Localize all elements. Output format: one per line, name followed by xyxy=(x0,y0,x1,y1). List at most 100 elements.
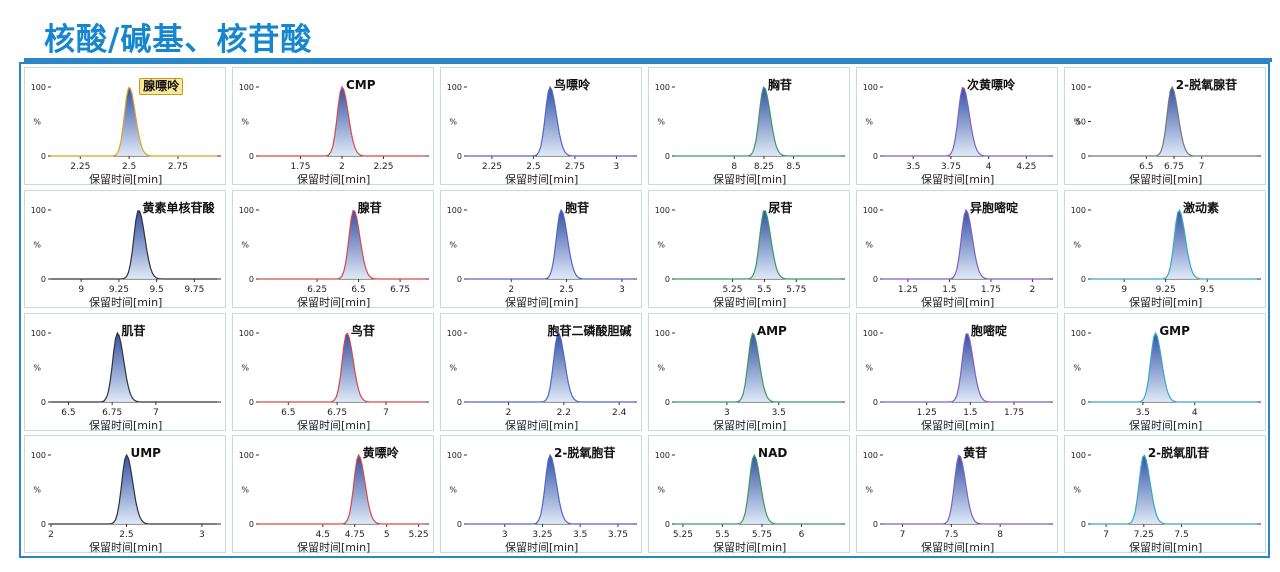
y-tick-label: 0 xyxy=(41,275,46,284)
chromatogram-panel: 0 100% 3 3.25 3.5 3.75 2-脱氧胞苷保留时间[min] xyxy=(440,435,642,554)
chromatogram-plot: 0 100% 2 2.5 3 xyxy=(31,451,221,540)
x-axis-label: 保留时间[min] xyxy=(713,173,787,186)
peak-area xyxy=(115,87,149,156)
chromatogram-panel: 0 100% 9 9.25 9.5 9.75 黄素单核苷酸 保留时间[min] xyxy=(24,190,226,309)
compound-label: 肌苷 xyxy=(121,324,146,338)
compound-label: 胞苷 xyxy=(565,201,590,215)
y-tick-label: 100 xyxy=(655,451,670,460)
chromatogram-panel: 0 100% 6.25 6.5 6.75 腺苷 保留时间[min] xyxy=(232,190,434,309)
x-tick-label: 7 xyxy=(1199,162,1205,172)
x-tick-label: 6.75 xyxy=(102,408,122,418)
x-tick-label: 6.25 xyxy=(307,285,327,295)
peak-area xyxy=(750,210,784,279)
x-tick-label: 2.5 xyxy=(119,530,133,540)
y-tick-label: 100 xyxy=(655,206,670,215)
y-tick-label: 100 xyxy=(863,329,878,338)
x-tick-label: 3.25 xyxy=(532,530,552,540)
chromatogram-panel: 0 100% 7 7.5 8 黄苷 保留时间[min] xyxy=(856,435,1058,554)
chromatogram-plot: 0 100% 3 3.25 3.5 3.75 xyxy=(447,451,637,540)
chromatogram-trace xyxy=(51,453,217,525)
chromatogram-trace xyxy=(259,209,425,280)
chromatogram-trace xyxy=(467,453,633,525)
chromatogram-plot: 0 100% 6.5 6.75 7 xyxy=(31,329,221,418)
compound-label: 2-脱氧胞苷 xyxy=(554,446,616,460)
chromatogram-plot: 0 100% 1.25 1.5 1.75 xyxy=(863,329,1053,418)
chromatogram-trace xyxy=(675,86,841,157)
x-tick-label: 5.25 xyxy=(409,530,429,540)
chromatogram-plot: 0 100% 9 9.25 9.5 9.75 xyxy=(31,206,221,295)
y-axis-label: % xyxy=(657,486,665,495)
x-tick-label: 2.75 xyxy=(168,162,188,172)
compound-label: 次黄嘌呤 xyxy=(966,78,1015,92)
chromatogram-trace xyxy=(1091,85,1257,157)
x-axis-label: 保留时间[min] xyxy=(505,296,579,309)
chromatogram-plot: 0 100% 2 2.2 2.4 xyxy=(447,329,637,418)
peak-area xyxy=(544,333,578,402)
peak-area xyxy=(949,87,983,156)
y-tick-label: 0 xyxy=(41,398,46,407)
x-axis-label: 保留时间[min] xyxy=(505,541,579,554)
y-axis-label: % xyxy=(241,486,249,495)
y-tick-label: 50 xyxy=(1076,118,1086,127)
x-tick-label: 2 xyxy=(508,285,514,295)
x-tick-label: 8.5 xyxy=(786,162,800,172)
chromatogram-panel: 0 100% 8 8.25 8.5 胸苷 保留时间[min] xyxy=(648,67,850,186)
compound-label: UMP xyxy=(130,446,161,460)
x-tick-label: 7 xyxy=(383,408,389,418)
title-underline xyxy=(24,58,1272,62)
chromatogram-plot: 0 100% 8 8.25 8.5 xyxy=(655,83,845,172)
chromatogram-plot: 0 100% 5.25 5.5 5.75 xyxy=(655,206,845,295)
x-tick-label: 2.4 xyxy=(612,408,627,418)
x-tick-label: 1.25 xyxy=(898,285,918,295)
y-tick-label: 100 xyxy=(447,206,462,215)
y-axis-label: % xyxy=(33,364,41,373)
chromatogram-panel: 0 100% 3.5 3.75 4 4.25 次黄嘌呤 保留时间[min] xyxy=(856,67,1058,186)
chromatogram-trace xyxy=(883,333,1049,403)
x-axis-label: 保留时间[min] xyxy=(89,173,163,186)
y-tick-label: 0 xyxy=(873,520,878,529)
x-tick-label: 1.75 xyxy=(981,285,1001,295)
x-tick-label: 7.5 xyxy=(944,530,958,540)
peak-area xyxy=(332,333,366,402)
x-tick-label: 6.75 xyxy=(1164,162,1184,172)
peak-area xyxy=(104,333,136,402)
chromatogram-panel: 0 100% 3.5 4 GMP 保留时间[min] xyxy=(1064,313,1266,432)
y-tick-label: 0 xyxy=(249,152,254,161)
y-axis-label: % xyxy=(33,118,41,127)
y-tick-label: 0 xyxy=(457,520,462,529)
x-tick-label: 2.5 xyxy=(559,285,573,295)
y-tick-label: 0 xyxy=(249,520,254,529)
chromatogram-plot: 0 100% 4.5 4.75 5 5.25 xyxy=(239,451,429,540)
x-axis-label: 保留时间[min] xyxy=(921,419,995,432)
compound-label: 黄苷 xyxy=(963,446,988,460)
x-tick-label: 2.2 xyxy=(557,408,571,418)
x-tick-label: 7.25 xyxy=(1134,530,1154,540)
y-tick-label: 0 xyxy=(665,275,670,284)
y-tick-label: 100 xyxy=(239,206,254,215)
chromatogram-panel: 0 100% 7 7.25 7.5 2-脱氧肌苷 保留时间[min] xyxy=(1064,435,1266,554)
y-tick-label: 0 xyxy=(665,398,670,407)
compound-label: 鸟苷 xyxy=(350,324,375,338)
peak-area xyxy=(124,210,158,279)
y-axis-label: % xyxy=(657,118,665,127)
x-tick-label: 9 xyxy=(1121,285,1127,295)
y-tick-label: 100 xyxy=(863,206,878,215)
x-axis-label: 保留时间[min] xyxy=(921,173,995,186)
y-tick-label: 100 xyxy=(31,329,46,338)
x-tick-label: 9.75 xyxy=(184,285,204,295)
y-axis-label: % xyxy=(241,241,249,250)
y-axis-label: % xyxy=(449,364,457,373)
x-tick-label: 6.75 xyxy=(327,408,347,418)
x-tick-label: 4.75 xyxy=(345,530,365,540)
x-tick-label: 2.5 xyxy=(526,162,540,172)
x-tick-label: 2.5 xyxy=(122,162,136,172)
y-tick-label: 100 xyxy=(655,83,670,92)
compound-label: 腺嘌呤 xyxy=(139,78,184,95)
x-tick-label: 3 xyxy=(619,285,625,295)
x-tick-label: 9.5 xyxy=(1200,285,1214,295)
y-tick-label: 100 xyxy=(655,329,670,338)
x-tick-label: 1.75 xyxy=(1004,408,1024,418)
x-axis-label: 保留时间[min] xyxy=(1129,173,1203,186)
y-tick-label: 100 xyxy=(31,206,46,215)
y-tick-label: 0 xyxy=(1081,520,1086,529)
